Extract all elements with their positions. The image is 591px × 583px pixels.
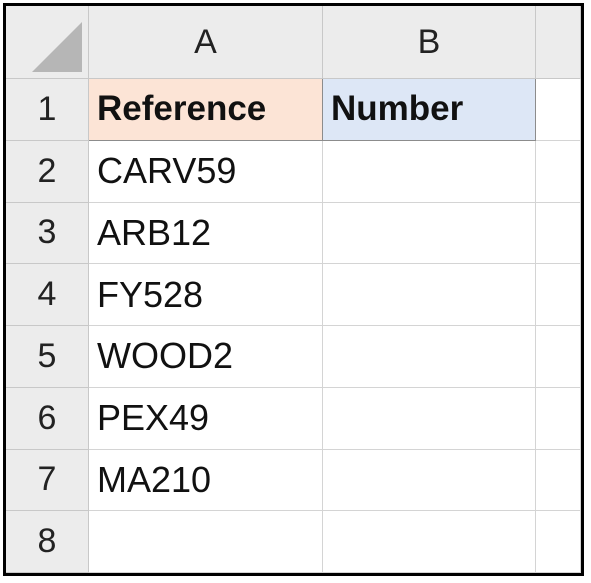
row-header-7[interactable]: 7: [6, 449, 89, 512]
cell-c4[interactable]: [536, 264, 581, 326]
cell-a5[interactable]: WOOD2: [89, 326, 323, 388]
row-header-1[interactable]: 1: [6, 79, 89, 141]
row-header-6[interactable]: 6: [6, 387, 89, 450]
spreadsheet-frame: A B 1 Reference Number 2 CARV59 3 ARB12 …: [3, 3, 584, 576]
cell-b5[interactable]: [323, 326, 536, 388]
select-all-corner[interactable]: [6, 6, 89, 79]
row-header-2[interactable]: 2: [6, 140, 89, 203]
cell-a8[interactable]: [89, 511, 323, 573]
row-header-3[interactable]: 3: [6, 202, 89, 265]
cell-b2[interactable]: [323, 140, 536, 203]
cell-b7[interactable]: [323, 449, 536, 512]
column-header-c[interactable]: [536, 6, 581, 79]
cell-c1[interactable]: [536, 79, 581, 141]
cell-c3[interactable]: [536, 202, 581, 265]
cell-a2[interactable]: CARV59: [89, 140, 323, 203]
cell-a4[interactable]: FY528: [89, 264, 323, 326]
cell-a7[interactable]: MA210: [89, 449, 323, 512]
cell-a3[interactable]: ARB12: [89, 202, 323, 265]
cell-b6[interactable]: [323, 387, 536, 450]
row-header-8[interactable]: 8: [6, 511, 89, 573]
cell-c2[interactable]: [536, 140, 581, 203]
column-header-b[interactable]: B: [323, 6, 536, 79]
cell-b1[interactable]: Number: [323, 79, 536, 141]
row-header-4[interactable]: 4: [6, 264, 89, 326]
row-header-5[interactable]: 5: [6, 326, 89, 388]
cell-c5[interactable]: [536, 326, 581, 388]
cell-c7[interactable]: [536, 449, 581, 512]
cell-a1[interactable]: Reference: [89, 79, 323, 141]
cell-b8[interactable]: [323, 511, 536, 573]
cell-b4[interactable]: [323, 264, 536, 326]
cell-c8[interactable]: [536, 511, 581, 573]
spreadsheet-grid: A B 1 Reference Number 2 CARV59 3 ARB12 …: [6, 6, 581, 573]
column-header-a[interactable]: A: [89, 6, 323, 79]
cell-a6[interactable]: PEX49: [89, 387, 323, 450]
cell-c6[interactable]: [536, 387, 581, 450]
select-all-triangle-icon: [32, 22, 82, 72]
cell-b3[interactable]: [323, 202, 536, 265]
